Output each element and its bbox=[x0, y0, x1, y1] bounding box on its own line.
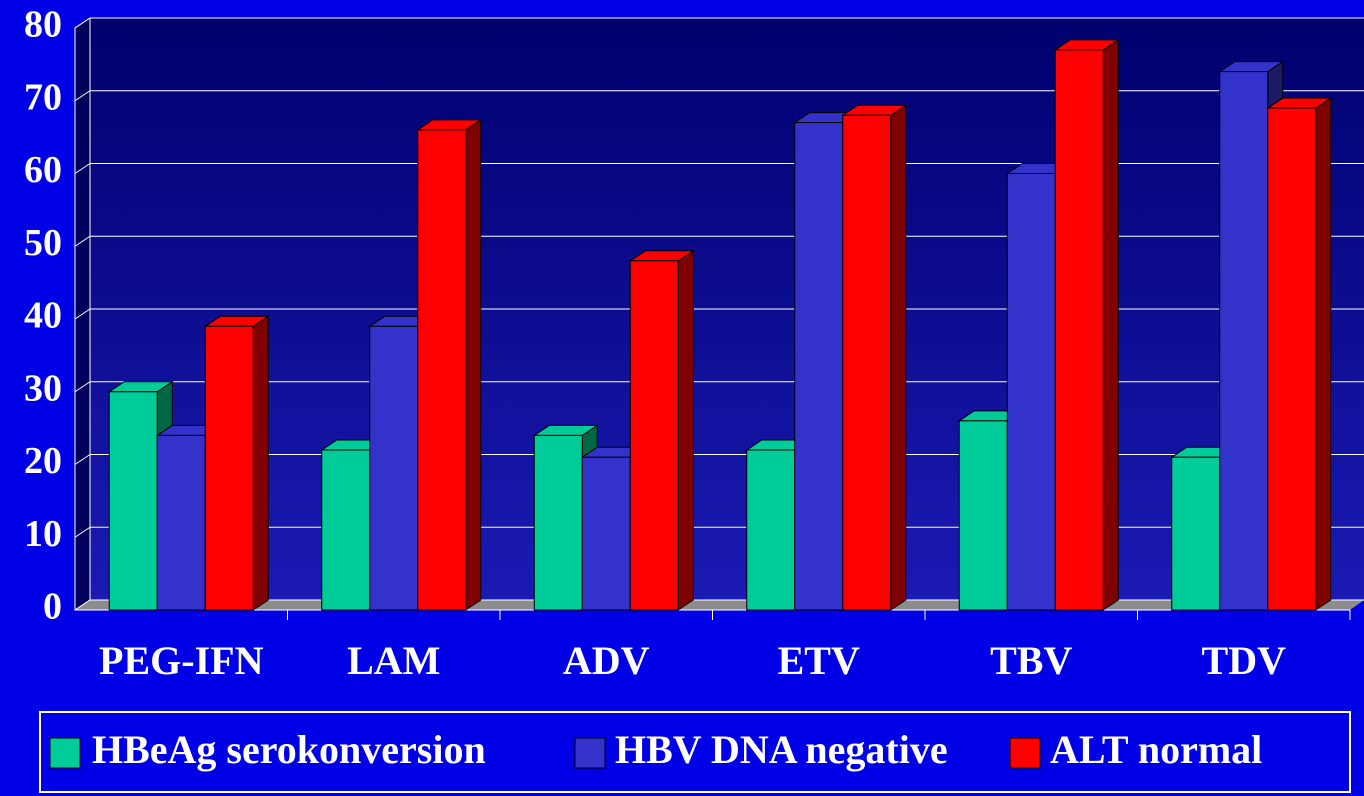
bar-front bbox=[1054, 49, 1104, 611]
bar-front bbox=[1219, 71, 1269, 611]
bar-front bbox=[746, 449, 796, 611]
bar-front bbox=[533, 434, 583, 611]
bar bbox=[1218, 60, 1285, 611]
bar-front bbox=[629, 260, 679, 611]
y-tick-label: 60 bbox=[24, 149, 62, 191]
y-tick-label: 30 bbox=[24, 367, 62, 409]
legend-swatch bbox=[49, 737, 81, 769]
bar-side bbox=[890, 104, 907, 611]
y-tick-label: 40 bbox=[24, 295, 62, 337]
bar-front bbox=[794, 122, 844, 611]
y-tick-label: 50 bbox=[24, 222, 62, 264]
bar bbox=[1266, 97, 1333, 611]
bar-side bbox=[677, 249, 694, 611]
bar-front bbox=[842, 114, 892, 611]
grid-line-side bbox=[74, 235, 91, 247]
bar-front bbox=[108, 391, 158, 611]
bar bbox=[628, 249, 695, 611]
legend-swatch bbox=[1009, 737, 1041, 769]
legend-box bbox=[39, 711, 1351, 793]
legend-label: ALT normal bbox=[1050, 727, 1262, 772]
grid-line-side bbox=[74, 526, 91, 538]
y-tick-label: 0 bbox=[43, 586, 62, 628]
grid-line-side bbox=[74, 163, 91, 174]
grid-line-side bbox=[74, 17, 91, 29]
legend-label: HBV DNA negative bbox=[615, 727, 948, 772]
legend-label: HBeAg serokonversion bbox=[92, 727, 486, 772]
bar-side bbox=[1102, 38, 1119, 611]
grid-line-side bbox=[74, 599, 91, 611]
y-tick-label: 80 bbox=[24, 4, 62, 46]
bar bbox=[416, 118, 483, 611]
bar-front bbox=[1006, 173, 1056, 611]
bar-front bbox=[321, 449, 371, 611]
bar bbox=[203, 315, 270, 611]
grid-line-side bbox=[74, 90, 91, 102]
x-tick-label: LAM bbox=[347, 638, 440, 683]
bar-front bbox=[156, 434, 206, 611]
x-tick-label: TBV bbox=[990, 638, 1072, 683]
bar-side bbox=[252, 315, 269, 611]
bar-front bbox=[1267, 107, 1317, 611]
x-tick-label: ADV bbox=[563, 638, 650, 683]
legend-swatch bbox=[574, 737, 606, 769]
bar-front bbox=[958, 420, 1008, 611]
bar bbox=[1053, 38, 1120, 611]
y-tick-label: 10 bbox=[24, 513, 62, 555]
bar-front bbox=[1171, 456, 1221, 611]
grid-line-side bbox=[74, 454, 91, 465]
y-tick-label: 20 bbox=[24, 440, 62, 482]
bar bbox=[841, 104, 908, 611]
x-tick-label: TDV bbox=[1202, 638, 1287, 683]
bar-front bbox=[369, 325, 419, 611]
x-tick-label: PEG-IFN bbox=[99, 638, 264, 683]
bar-side bbox=[465, 118, 482, 611]
grid-line-side bbox=[74, 381, 91, 393]
grid-line-side bbox=[74, 308, 91, 320]
bar-side bbox=[1315, 97, 1332, 611]
bar-front bbox=[204, 325, 254, 611]
x-tick-label: ETV bbox=[778, 638, 860, 683]
floor bbox=[75, 600, 1364, 610]
bar-front bbox=[581, 456, 631, 611]
bar-front bbox=[417, 129, 467, 611]
y-tick-label: 70 bbox=[24, 76, 62, 118]
